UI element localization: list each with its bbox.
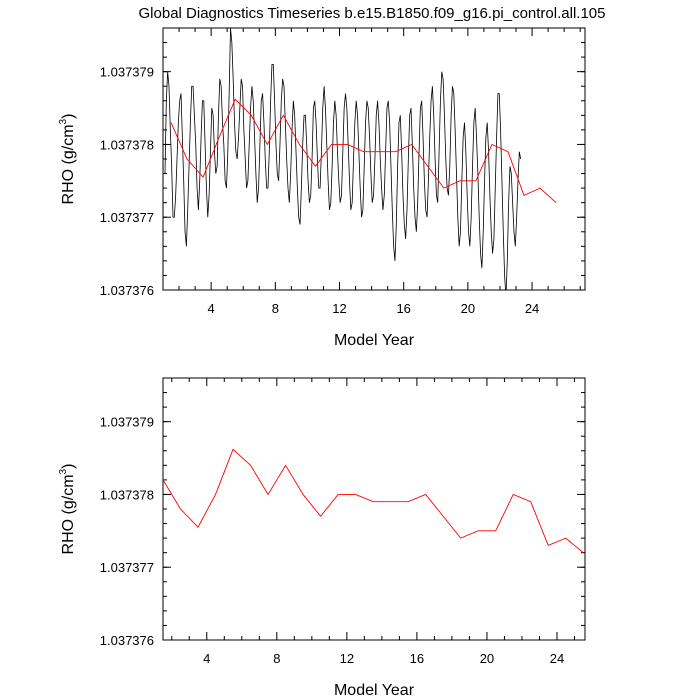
top-panel: 1.037376 1.037377 1.037378 1.037379 4 8 12 16 2… bbox=[58, 27, 586, 349]
bottom-y-axis-label-close: ) bbox=[60, 464, 77, 469]
bottom-y-tick-label: 1.037377 bbox=[100, 560, 154, 575]
bottom-y-tick-label: 1.037376 bbox=[100, 633, 154, 648]
bottom-plot-frame bbox=[162, 377, 586, 641]
top-y-axis-label: RHO (g/cm3) bbox=[58, 114, 77, 205]
top-plot-frame bbox=[162, 27, 586, 291]
bottom-y-tick-label: 1.037379 bbox=[100, 415, 154, 430]
bottom-x-tick-label: 20 bbox=[480, 651, 494, 666]
bottom-x-tick-label: 8 bbox=[273, 651, 280, 666]
top-x-tick-label: 12 bbox=[332, 301, 346, 316]
top-monthly-series-line bbox=[163, 28, 522, 290]
top-y-axis-label-close: ) bbox=[60, 114, 77, 119]
top-x-tick-label: 4 bbox=[208, 301, 215, 316]
chart-title: Global Diagnostics Timeseries b.e15.B185… bbox=[139, 5, 606, 22]
top-x-tick-label: 8 bbox=[272, 301, 279, 316]
bottom-y-axis-label-main: RHO (g/cm bbox=[60, 474, 77, 554]
bottom-x-tick-label: 24 bbox=[550, 651, 564, 666]
top-annual-series-line bbox=[170, 98, 557, 204]
top-y-tick-label: 1.037378 bbox=[100, 137, 154, 152]
top-y-tick-label: 1.037376 bbox=[100, 283, 154, 298]
bottom-x-tick-label: 16 bbox=[410, 651, 424, 666]
bottom-x-axis-label: Model Year bbox=[334, 682, 415, 699]
top-x-axis-label: Model Year bbox=[334, 332, 415, 349]
top-y-axis-label-main: RHO (g/cm bbox=[60, 124, 77, 204]
bottom-panel: 1.037376 1.037377 1.037378 1.037379 4 8 12 16 2… bbox=[58, 377, 586, 699]
top-y-tick-label: 1.037379 bbox=[100, 65, 154, 80]
bottom-x-tick-label: 12 bbox=[340, 651, 354, 666]
top-x-tick-label: 16 bbox=[396, 301, 410, 316]
top-y-tick-label: 1.037377 bbox=[100, 210, 154, 225]
bottom-y-axis-label-superscript: 3 bbox=[58, 468, 69, 474]
bottom-y-axis-label: RHO (g/cm3) bbox=[58, 464, 77, 555]
top-y-axis-label-superscript: 3 bbox=[58, 118, 69, 124]
bottom-x-tick-label: 4 bbox=[203, 651, 210, 666]
top-x-tick-label: 20 bbox=[461, 301, 475, 316]
top-x-tick-label: 24 bbox=[525, 301, 539, 316]
bottom-y-tick-label: 1.037378 bbox=[100, 487, 154, 502]
bottom-annual-series-line bbox=[163, 448, 584, 554]
